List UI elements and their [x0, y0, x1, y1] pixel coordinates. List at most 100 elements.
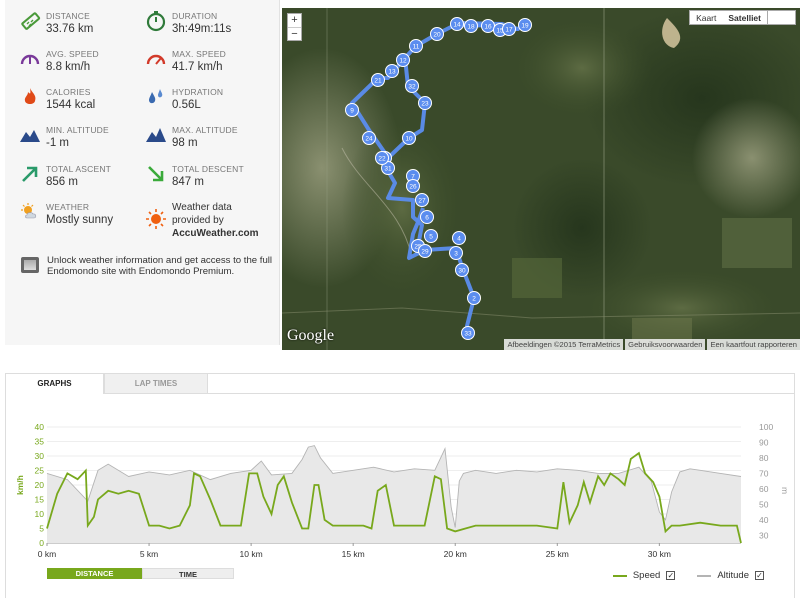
lap-marker[interactable]: 11	[409, 39, 423, 53]
altitude-line	[46, 445, 742, 528]
x-axis-mode-toggle: DISTANCE TIME	[47, 568, 234, 579]
y-right-tick: 90	[759, 437, 769, 447]
stat-value: 41.7 km/h	[172, 61, 223, 73]
stat-value: 8.8 km/h	[46, 61, 91, 73]
stat-label: WEATHER	[46, 202, 90, 212]
lap-marker[interactable]: 18	[464, 19, 478, 33]
accuweather-sun-icon	[146, 209, 166, 229]
google-logo: Google	[287, 327, 335, 344]
stat-value: -1 m	[46, 137, 69, 149]
lap-marker-label: 17	[505, 27, 513, 34]
map-type-satellite-button[interactable]: Satelliet	[728, 13, 761, 23]
mode-distance-button[interactable]: DISTANCE	[47, 568, 142, 579]
lap-marker-label: 29	[421, 249, 429, 256]
max-speedometer-icon	[146, 54, 166, 65]
map-attribution: Afbeeldingen ©2015 TerraMetrics Gebruiks…	[504, 339, 800, 350]
tab-lap-times[interactable]: LAP TIMES	[104, 374, 208, 394]
fullscreen-button[interactable]	[767, 11, 795, 24]
lap-marker[interactable]: 33	[461, 326, 475, 340]
map-type-control: Kaart Satelliet	[689, 10, 796, 25]
flame-icon	[24, 88, 36, 104]
lap-marker[interactable]: 30	[455, 263, 469, 277]
lap-marker[interactable]: 19	[518, 18, 532, 32]
lap-marker[interactable]: 6	[420, 210, 434, 224]
graphs-panel: GRAPHS LAP TIMES 0 5 10 15 20 25 30 35 40 30 40 50 6…	[5, 373, 795, 598]
route-map[interactable]: 1418161517192011121321322392410831726276…	[282, 8, 800, 350]
weather-note-line1: Weather data	[172, 202, 232, 213]
stat-weather: WEATHER Mostly sunny	[5, 191, 135, 226]
lap-marker-label: 4	[457, 236, 461, 243]
lap-marker[interactable]: 2	[467, 291, 481, 305]
stat-label: CALORIES	[46, 87, 91, 97]
lap-marker-label: 6	[425, 215, 429, 222]
mode-time-button[interactable]: TIME	[142, 568, 234, 579]
lap-marker[interactable]: 23	[418, 96, 432, 110]
stat-label: MIN. ALTITUDE	[46, 125, 109, 135]
legend-altitude-label: Altitude	[717, 570, 749, 581]
lap-marker[interactable]: 21	[371, 73, 385, 87]
lap-marker-label: 12	[399, 58, 407, 65]
tab-graphs[interactable]: GRAPHS	[6, 374, 104, 394]
lap-marker[interactable]: 7	[406, 169, 420, 183]
x-tick: 25 km	[546, 549, 569, 559]
lap-marker[interactable]: 22	[375, 151, 389, 165]
lap-markers: 1418161517192011121321322392410831726276…	[345, 17, 532, 340]
lap-marker-label: 9	[350, 108, 354, 115]
chart-legend: Speed ✓ Altitude ✓	[612, 570, 764, 581]
stat-value: 1544 kcal	[46, 99, 96, 111]
lap-marker-label: 16	[484, 24, 492, 31]
lap-marker[interactable]: 13	[385, 64, 399, 78]
lap-marker-label: 20	[433, 32, 441, 39]
lap-marker[interactable]: 20	[430, 27, 444, 41]
zoom-in-button[interactable]: +	[291, 14, 298, 26]
descent-arrow-icon	[148, 166, 164, 182]
lap-marker[interactable]: 17	[502, 22, 516, 36]
accuweather-link[interactable]: AccuWeather.com	[172, 228, 259, 239]
y-left-tick: 35	[35, 437, 45, 447]
terms-link[interactable]: Gebruiksvoorwaarden	[625, 339, 706, 350]
lap-marker[interactable]: 4	[452, 231, 466, 245]
zoom-out-button[interactable]: −	[288, 27, 301, 40]
partly-sunny-icon	[21, 203, 37, 219]
lap-marker[interactable]: 9	[345, 103, 359, 117]
y-right-tick: 100	[759, 422, 773, 432]
lap-marker-label: 14	[453, 22, 461, 29]
lap-marker-label: 33	[464, 331, 472, 338]
altitude-checkbox[interactable]: ✓	[755, 571, 764, 580]
lap-marker[interactable]: 5	[424, 229, 438, 243]
speed-line	[46, 451, 742, 544]
lap-marker[interactable]: 29	[418, 244, 432, 258]
y-left-tick: 5	[39, 524, 44, 534]
lap-marker[interactable]: 14	[450, 17, 464, 31]
stat-label: HYDRATION	[172, 87, 224, 97]
stat-max-altitude: MAX. ALTITUDE 98 m	[131, 114, 261, 149]
stat-min-altitude: MIN. ALTITUDE -1 m	[5, 114, 135, 149]
satellite-imagery	[282, 8, 800, 350]
lap-marker-label: 5	[429, 234, 433, 241]
lap-marker-label: 13	[388, 69, 396, 76]
lap-marker-label: 30	[458, 268, 466, 275]
stat-label: TOTAL DESCENT	[172, 164, 244, 174]
lap-marker[interactable]: 24	[362, 131, 376, 145]
speed-checkbox[interactable]: ✓	[666, 571, 676, 580]
lap-marker[interactable]: 26	[406, 179, 420, 193]
lap-marker[interactable]: 32	[405, 79, 419, 93]
stat-label: DURATION	[172, 11, 218, 21]
report-error-link[interactable]: Een kaartfout rapporteren	[707, 339, 800, 350]
x-tick: 30 km	[648, 549, 671, 559]
y-right-tick: 40	[759, 515, 769, 525]
lap-marker[interactable]: 10	[402, 131, 416, 145]
lap-marker-label: 22	[378, 156, 386, 163]
lap-marker[interactable]: 12	[396, 53, 410, 67]
y-left-tick: 25	[35, 466, 45, 476]
map-type-map-button[interactable]: Kaart	[696, 13, 717, 23]
lap-marker[interactable]: 3	[449, 246, 463, 260]
lap-marker[interactable]: 16	[481, 19, 495, 33]
lap-marker-label: 11	[413, 44, 420, 51]
stat-value: Mostly sunny	[46, 214, 114, 226]
lap-marker-label: 3	[454, 251, 458, 258]
lap-marker[interactable]: 27	[415, 193, 429, 207]
lap-marker-label: 15	[496, 28, 504, 35]
stat-avg-speed: AVG. SPEED 8.8 km/h	[5, 38, 135, 73]
lap-marker-label: 2	[472, 296, 476, 303]
